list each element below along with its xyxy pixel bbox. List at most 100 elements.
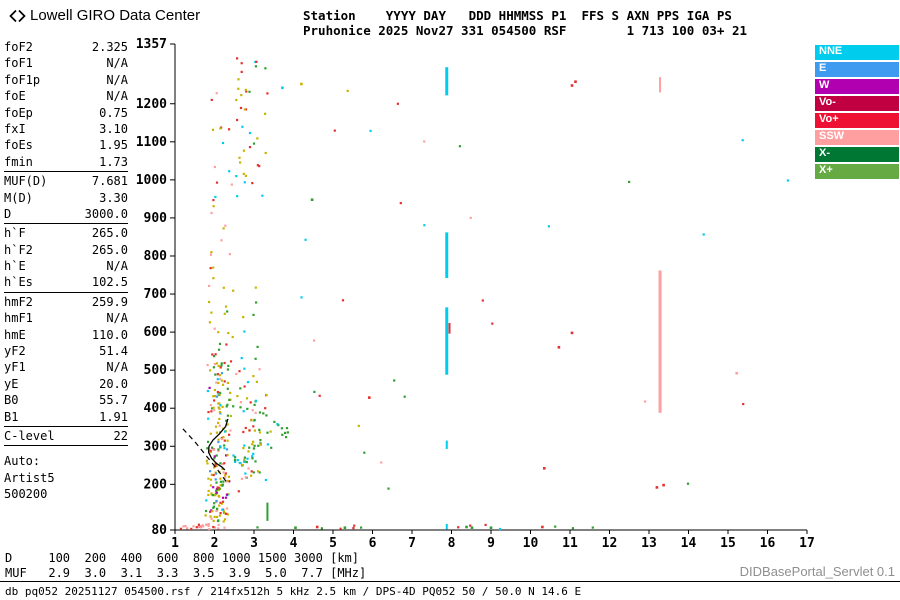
echo-point [256,526,259,529]
echo-point [313,339,316,342]
echo-point [218,407,221,410]
echo-point [240,357,243,360]
x-tick-label: 11 [562,536,578,551]
echo-point [217,488,220,492]
echo-point [216,373,219,376]
param-label: hmF1 [4,311,33,326]
echo-point [209,470,212,473]
echo-point [208,527,211,531]
echo-point [217,448,220,451]
x-tick-label: 1 [171,536,179,551]
echo-point [226,479,229,482]
echo-point [248,446,251,449]
echo-point [219,462,222,465]
echo-point [251,457,254,460]
param-label: yF1 [4,360,26,375]
echo-point [216,378,219,381]
echo-point [254,60,257,64]
echo-point [210,211,213,215]
echo-point [498,527,502,531]
y-tick-label: 1100 [136,135,167,150]
echo-point [380,461,383,464]
echo-point [209,369,212,372]
echo-point [210,311,213,314]
echo-point [570,331,574,335]
echo-point [207,411,210,414]
echo-point [209,510,212,513]
echo-point [251,409,254,412]
echo-point [213,399,216,402]
y-tick-label: 500 [144,363,168,378]
echo-point [201,524,204,527]
giro-logo: Lowell GIRO Data Center [8,7,200,24]
echo-column [445,523,448,530]
echo-point [252,440,255,443]
echo-point [261,194,264,197]
echo-scatter-layer [179,57,789,531]
echo-point [210,492,213,495]
echo-point [353,524,356,527]
x-tick-label: 15 [720,536,736,551]
echo-point [686,482,690,485]
param-group: MUF(D) 7.681 M(D) 3.30 D 3000.0 [4,171,128,223]
echo-point [219,127,222,130]
echo-point [219,391,222,394]
echo-point [236,395,239,398]
echo-point [239,161,242,164]
echo-point [243,181,246,184]
echo-point [229,429,232,432]
param-row: h`F 265.0 [4,225,128,241]
muf-table-distance-row: D 100 200 400 600 800 1000 1500 3000 [km… [5,551,360,565]
echo-point [219,477,222,480]
echo-point [554,525,557,528]
echo-point [662,483,665,487]
echo-point [226,387,229,390]
echo-point [215,181,219,184]
echo-point [264,151,267,155]
echo-point [264,407,267,410]
giro-logo-text: Lowell GIRO Data Center [30,7,201,24]
echo-point [230,183,233,186]
servlet-version-label: DIDBasePortal_Servlet 0.1 [739,564,895,579]
echo-point [206,389,209,393]
param-row: yF2 51.4 [4,343,128,359]
echo-point [240,62,243,65]
echo-point [223,462,226,465]
echo-point [222,509,225,512]
echo-point [212,525,215,529]
echo-point [252,313,255,316]
echo-point [245,397,249,400]
echo-point [249,401,252,404]
echo-point [655,486,659,489]
echo-point [285,427,289,430]
param-label: h`F [4,226,26,241]
echo-point [215,488,218,491]
echo-point [250,419,253,422]
echo-point [214,373,217,376]
echo-point [225,480,228,483]
artist-profile-layer [182,418,229,484]
echo-point [220,379,223,382]
echo-column [658,270,662,413]
echo-point [220,239,223,242]
echo-point [218,342,222,345]
echo-point [213,355,216,358]
echo-point [184,525,187,528]
echo-point [219,412,222,415]
echo-point [226,403,229,406]
echo-point [216,390,219,394]
legend-item-nne: NNE [815,45,899,60]
param-value: N/A [106,89,128,104]
echo-point [223,512,226,515]
echo-direction-legend: NNE E W Vo- Vo+ SSW X- X+ [815,45,899,181]
param-label: B0 [4,393,19,408]
legend-item-x: X+ [815,164,899,179]
echo-point [315,525,319,529]
param-label: M(D) [4,190,33,205]
param-group: foF2 2.325 foF1 N/A foF1p N/A foE N/A foEp 0.75 fx… [4,38,128,171]
param-row: D 3000.0 [4,206,128,222]
echo-point [264,67,267,70]
echo-point [254,399,257,402]
echo-point [470,526,474,529]
